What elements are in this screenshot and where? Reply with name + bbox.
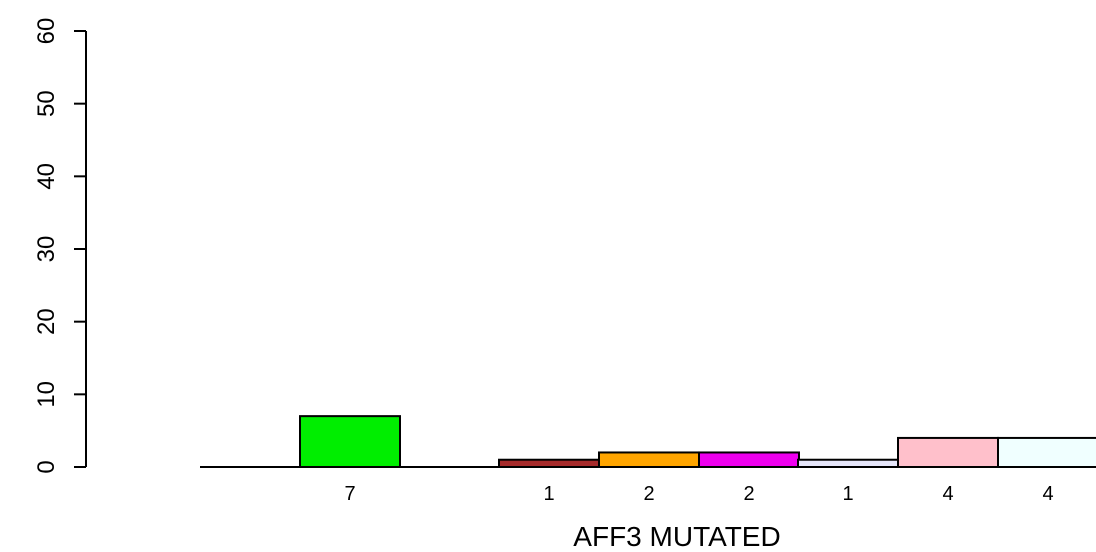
bar-6 [897,436,999,468]
y-tick-label: 60 [33,18,60,45]
bar-7 [997,436,1096,468]
bar-4 [698,451,800,469]
bar-label-7: 4 [1042,483,1053,505]
y-axis: 0 10 20 30 40 50 60 [33,18,87,474]
bar-label-1: 7 [344,483,355,505]
y-tick-label: 0 [33,460,60,473]
y-tick-label: 10 [33,381,60,408]
bars [299,415,1096,469]
x-axis-label: AFF3 MUTATED [573,521,780,552]
bar-2 [498,458,600,469]
bar-labels: 7 1 2 2 1 4 4 [344,483,1053,505]
bar-3 [598,451,700,469]
bar-label-3: 2 [643,483,654,505]
y-tick-label: 50 [33,90,60,117]
bar-label-5: 1 [842,483,853,505]
bar-5 [797,458,899,469]
bar-label-4: 2 [743,483,754,505]
y-tick-label: 30 [33,236,60,263]
bar-label-2: 1 [543,483,554,505]
bar-label-6: 4 [942,483,953,505]
bar-1 [299,415,401,468]
y-tick-label: 20 [33,308,60,335]
y-tick-label: 40 [33,163,60,190]
